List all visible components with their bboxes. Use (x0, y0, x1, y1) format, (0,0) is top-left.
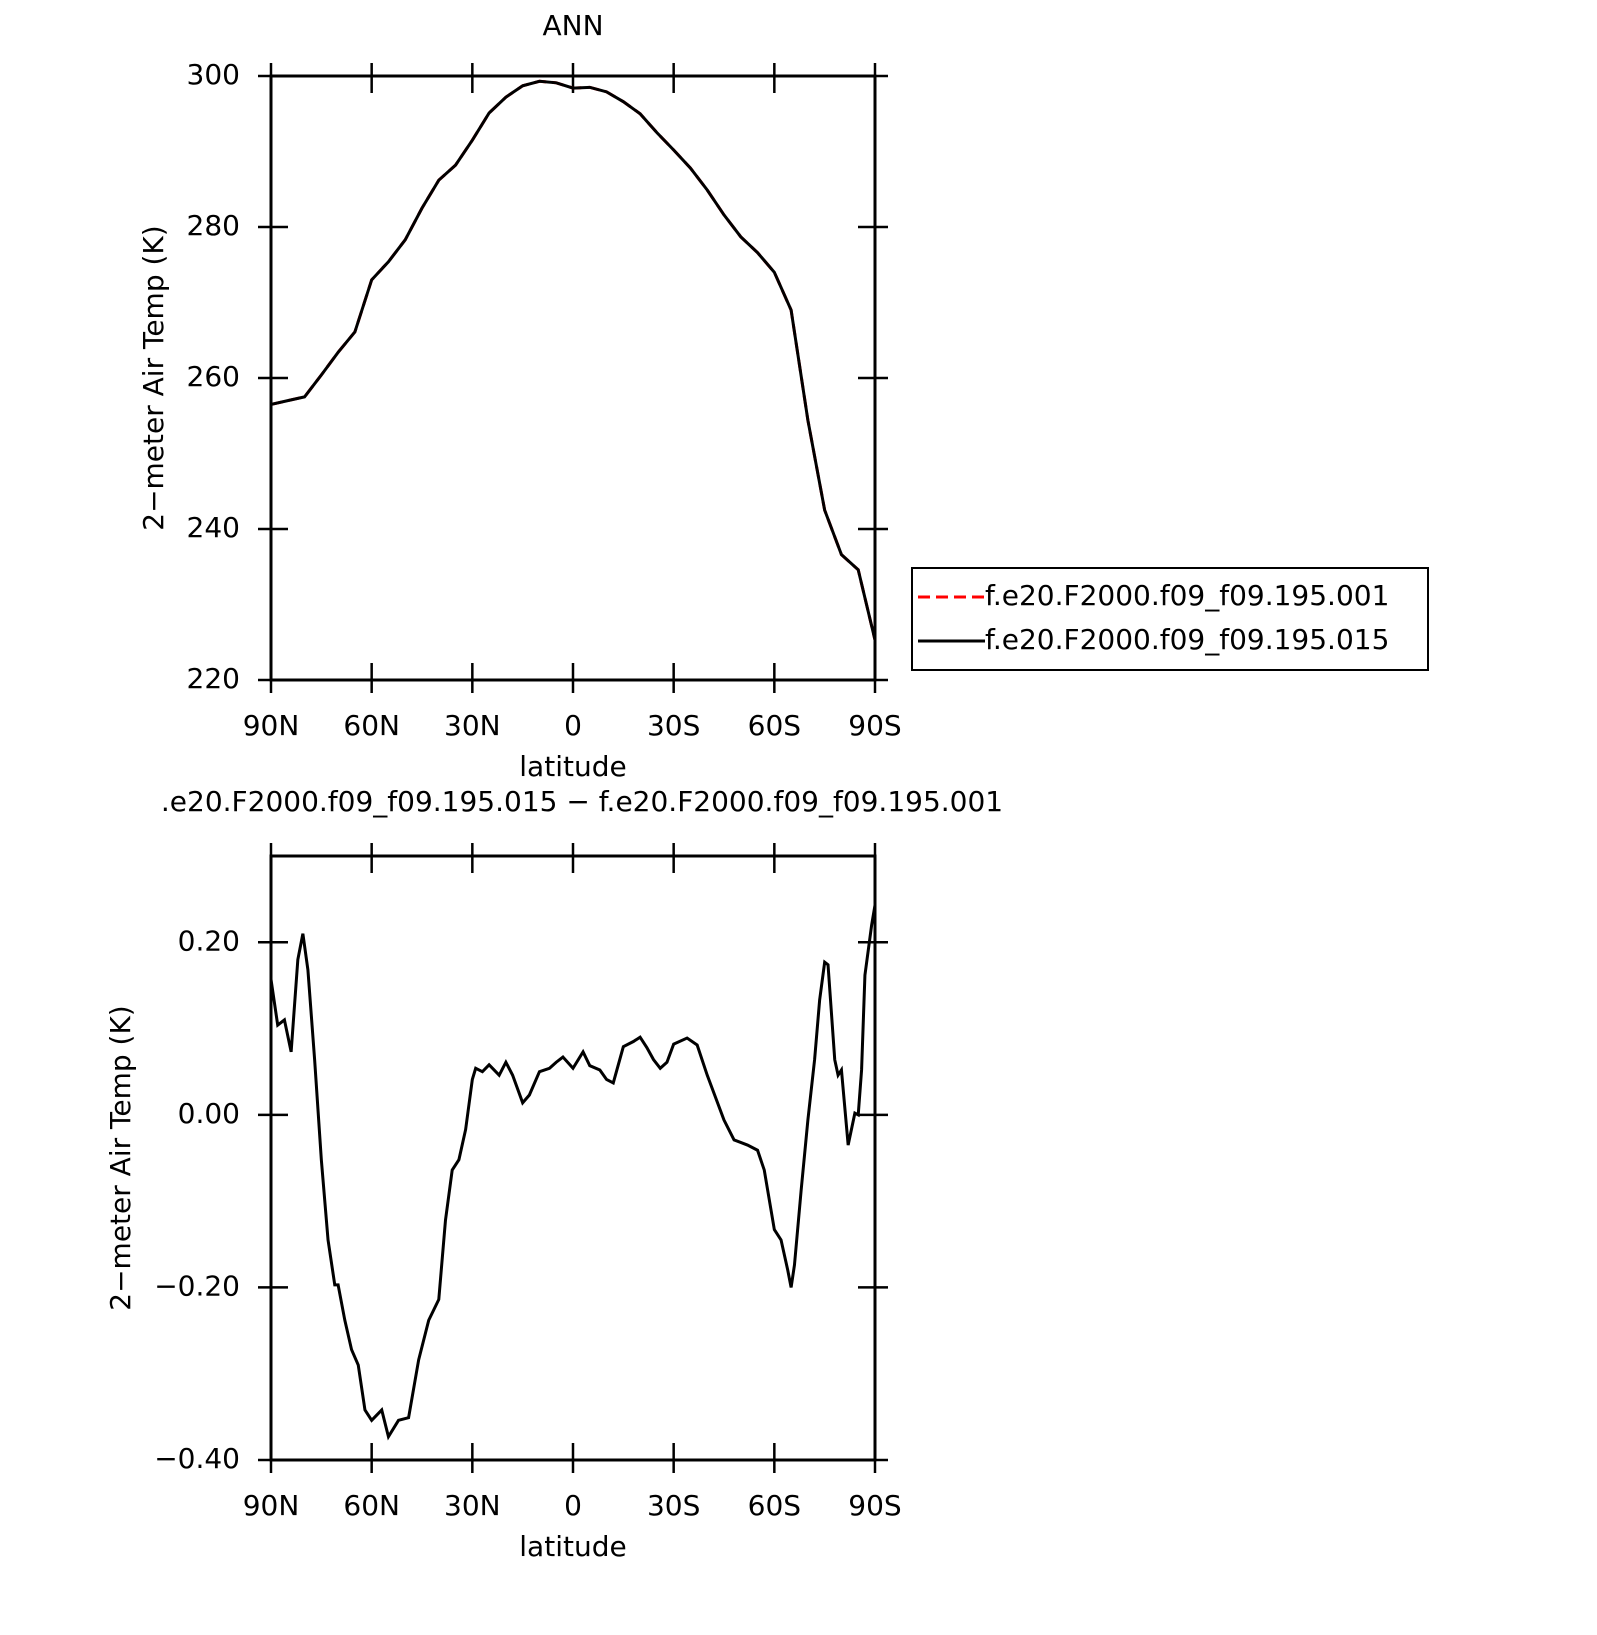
x-tick-label: 60N (343, 1489, 400, 1522)
data-line (269, 904, 877, 1441)
x-tick-label: 0 (564, 1489, 582, 1522)
legend-label: f.e20.F2000.f09_f09.195.001 (985, 579, 1389, 612)
y-axis-label: 2−meter Air Temp (K) (137, 225, 170, 530)
chart-title: .e20.F2000.f09_f09.195.015 − f.e20.F2000… (161, 785, 1003, 818)
plot-frame (269, 854, 877, 1462)
x-axis-label: latitude (519, 1530, 626, 1563)
x-tick-label: 30S (647, 1489, 700, 1522)
x-tick-label: 30N (444, 709, 501, 742)
x-tick-label: 90N (243, 1489, 300, 1522)
x-tick-label: 60S (748, 1489, 801, 1522)
y-tick-label: 0.20 (178, 924, 240, 957)
x-tick-label: 90S (848, 709, 901, 742)
legend-label: f.e20.F2000.f09_f09.195.015 (985, 623, 1389, 656)
y-tick-label: −0.40 (154, 1442, 240, 1475)
y-tick-label: 260 (187, 360, 240, 393)
x-tick-label: 30S (647, 709, 700, 742)
y-tick-label: 220 (187, 662, 240, 695)
legend-box (911, 567, 1429, 671)
y-tick-label: 240 (187, 511, 240, 544)
y-tick-label: 0.00 (178, 1097, 240, 1130)
data-line (270, 79, 877, 641)
y-tick-label: 280 (187, 209, 240, 242)
x-tick-label: 90S (848, 1489, 901, 1522)
x-tick-label: 60N (343, 709, 400, 742)
x-axis-label: latitude (519, 750, 626, 783)
x-tick-label: 60S (748, 709, 801, 742)
chart-title: ANN (542, 9, 603, 42)
x-tick-label: 0 (564, 709, 582, 742)
y-tick-label: −0.20 (154, 1269, 240, 1302)
data-line (270, 79, 877, 641)
x-tick-label: 30N (444, 1489, 501, 1522)
y-axis-label: 2−meter Air Temp (K) (104, 1005, 137, 1310)
x-tick-label: 90N (243, 709, 300, 742)
y-tick-label: 300 (187, 58, 240, 91)
plot-frame (269, 74, 877, 682)
